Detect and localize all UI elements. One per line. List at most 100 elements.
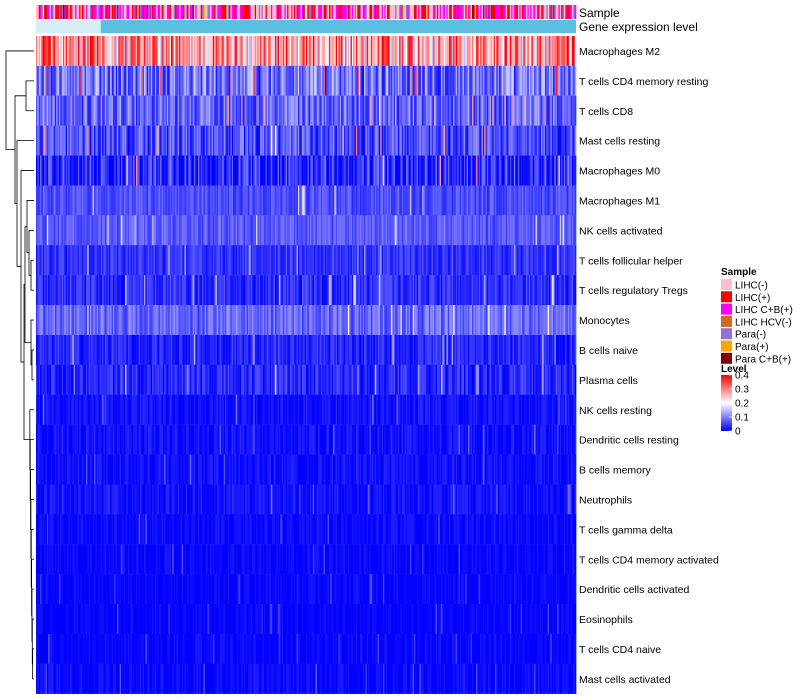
heatmap-cell <box>447 275 450 306</box>
heatmap-cell <box>507 305 509 335</box>
heatmap-cell <box>276 155 278 186</box>
heatmap-cell <box>508 335 511 365</box>
sample-annotation-cell <box>95 5 98 19</box>
heatmap-cell <box>189 364 192 395</box>
heatmap-cell <box>173 364 176 395</box>
heatmap-cell <box>157 36 160 66</box>
heatmap-cell <box>137 185 139 216</box>
heatmap-cell <box>64 36 67 66</box>
heatmap-cell <box>40 305 42 335</box>
heatmap-cell <box>451 275 454 306</box>
heatmap-cell <box>98 275 100 306</box>
heatmap-cell <box>280 185 283 216</box>
heatmap-cell <box>331 245 334 276</box>
heatmap-cell <box>472 245 474 276</box>
heatmap-cell <box>60 275 62 306</box>
heatmap-cell <box>65 36 68 66</box>
heatmap-cell <box>48 155 50 186</box>
heatmap-cell <box>234 364 237 395</box>
heatmap-cell <box>246 335 249 365</box>
heatmap-cell <box>36 335 38 365</box>
heatmap-cell <box>376 215 378 246</box>
heatmap-cell <box>540 275 543 306</box>
heatmap-cell <box>523 36 526 66</box>
heatmap-cell <box>330 245 332 276</box>
heatmap-cell <box>176 36 179 66</box>
sample-annotation-cell <box>279 5 281 19</box>
heatmap-cell <box>457 245 459 276</box>
heatmap-cell <box>455 335 458 365</box>
heatmap-cell <box>389 215 392 246</box>
heatmap-cell <box>531 215 534 246</box>
sample-annotation-cell <box>349 5 351 19</box>
sample-annotation-cell <box>328 5 331 19</box>
heatmap-cell <box>489 36 492 66</box>
heatmap-cell <box>523 305 526 335</box>
dendrogram-branch <box>28 229 34 276</box>
heatmap-cell <box>222 245 224 276</box>
heatmap-cell <box>385 155 388 186</box>
heatmap-cell <box>246 36 249 66</box>
dendrogram-branch <box>30 259 34 291</box>
heatmap-cell <box>488 125 490 156</box>
heatmap-cell <box>168 125 170 156</box>
heatmap-cell <box>192 215 195 246</box>
heatmap-cell <box>544 185 547 216</box>
heatmap-cell <box>328 185 331 216</box>
heatmap-cell <box>58 155 61 186</box>
heatmap-cell <box>257 65 260 96</box>
heatmap-cell <box>457 155 459 186</box>
heatmap-cell <box>144 335 146 365</box>
heatmap-cell <box>162 36 165 66</box>
heatmap-cell <box>308 185 311 216</box>
heatmap-cell <box>142 95 145 126</box>
heatmap-cell <box>189 185 192 216</box>
heatmap-cell <box>235 36 238 66</box>
sample-annotation-cell <box>171 5 173 19</box>
heatmap-cell <box>320 305 323 335</box>
heatmap-cell <box>532 95 535 126</box>
heatmap-cell <box>509 305 512 335</box>
heatmap-cell <box>156 305 158 335</box>
heatmap-cell <box>401 305 404 335</box>
heatmap-cell <box>54 95 57 126</box>
heatmap-cell <box>238 65 241 96</box>
heatmap-cell <box>154 95 157 126</box>
heatmap-cell <box>46 364 49 395</box>
heatmap-cell <box>233 65 235 96</box>
heatmap-cell <box>416 65 419 96</box>
heatmap-cell <box>465 95 467 126</box>
heatmap-cell <box>204 335 207 365</box>
heatmap-cell <box>38 65 41 96</box>
sample-annotation-cell <box>247 5 250 19</box>
heatmap-cell <box>323 95 326 126</box>
heatmap-cell <box>414 185 416 216</box>
heatmap-cell <box>377 245 380 276</box>
heatmap-cell <box>176 155 179 186</box>
heatmap-cell <box>210 65 212 96</box>
heatmap-cell <box>139 335 142 365</box>
heatmap-cell <box>135 245 138 276</box>
heatmap-cell <box>469 65 472 96</box>
heatmap-cell <box>287 245 289 276</box>
heatmap-cell <box>274 36 277 66</box>
heatmap-cell <box>81 155 84 186</box>
heatmap-cell <box>350 335 353 365</box>
sample-annotation-cell <box>98 5 100 19</box>
heatmap-cell <box>368 125 370 156</box>
heatmap-cell <box>38 245 41 276</box>
heatmap-cell <box>195 335 197 365</box>
heatmap-cell <box>499 185 501 216</box>
heatmap-cell <box>381 215 384 246</box>
heatmap-cell <box>431 65 434 96</box>
heatmap-cell <box>526 95 528 126</box>
heatmap-cell <box>354 335 357 365</box>
heatmap-cell <box>360 95 362 126</box>
heatmap-cell <box>175 275 177 306</box>
heatmap-cell <box>384 95 386 126</box>
heatmap-cell <box>474 185 477 216</box>
heatmap-cell <box>110 155 112 186</box>
sample-annotation-cell <box>215 5 218 19</box>
heatmap-cell <box>405 36 408 66</box>
dendrogram-branch <box>30 319 34 366</box>
